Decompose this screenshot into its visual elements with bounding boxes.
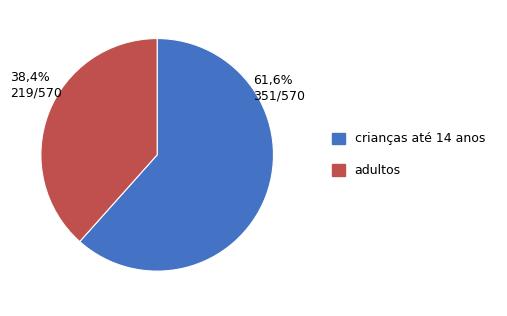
Wedge shape <box>80 39 273 271</box>
Text: 38,4%
219/570: 38,4% 219/570 <box>10 71 62 99</box>
Wedge shape <box>41 39 157 242</box>
Legend: crianças até 14 anos, adultos: crianças até 14 anos, adultos <box>332 132 485 177</box>
Text: 61,6%
351/570: 61,6% 351/570 <box>254 75 306 102</box>
